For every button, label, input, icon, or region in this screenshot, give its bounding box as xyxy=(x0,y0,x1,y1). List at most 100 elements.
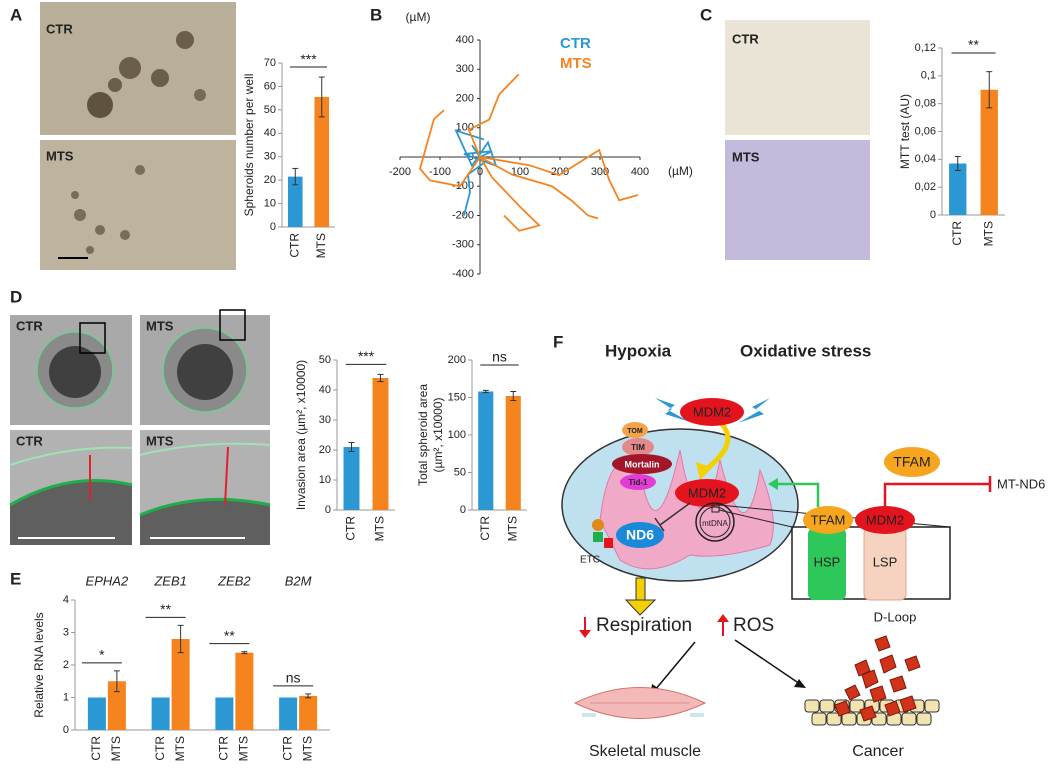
y-tick-label: 0 xyxy=(325,504,331,516)
panel-label: B xyxy=(370,5,382,24)
diagram-label: D-Loop xyxy=(874,609,917,624)
y-axis-label: MTT test (AU) xyxy=(898,94,912,169)
y-tick-label: 400 xyxy=(456,34,474,46)
bar xyxy=(980,89,998,215)
y-tick-label: 0,02 xyxy=(915,181,936,193)
y-tick-label: 40 xyxy=(264,127,276,139)
bar xyxy=(372,378,389,510)
diagram-label: MDM2 xyxy=(688,485,726,500)
legend-entry: MTS xyxy=(560,55,592,72)
significance: ** xyxy=(160,601,171,617)
significance: ** xyxy=(968,37,979,53)
diagram-label: Oxidative stress xyxy=(740,341,871,360)
y-tick-label: 50 xyxy=(319,354,331,366)
significance: *** xyxy=(358,348,375,364)
y-tick-label: 150 xyxy=(448,391,466,403)
x-tick-label: MTS xyxy=(373,516,387,541)
bar xyxy=(107,681,126,730)
panel-label: F xyxy=(553,332,563,351)
y-tick-label: 0,08 xyxy=(915,98,936,110)
x-tick-label: 200 xyxy=(551,166,569,178)
diagram-label: TOM xyxy=(627,428,643,435)
significance: *** xyxy=(300,51,317,67)
bar xyxy=(343,447,360,510)
photo-c xyxy=(725,20,870,260)
diagram-label: mtDNA xyxy=(702,519,728,528)
y-tick-label: 20 xyxy=(319,444,331,456)
diagram-label: ETC xyxy=(580,555,600,566)
x-tick-label: CTR xyxy=(478,516,492,541)
x-tick-label: MTS xyxy=(505,516,519,541)
significance: ** xyxy=(224,627,235,643)
y-tick-label: 40 xyxy=(319,384,331,396)
diagram-label: HSP xyxy=(814,554,841,569)
bar xyxy=(279,697,298,730)
y-tick-label: 20 xyxy=(264,174,276,186)
panel-label: E xyxy=(10,569,21,588)
y-tick-label: 0,04 xyxy=(915,153,936,165)
diagram-label: Tid-1 xyxy=(629,478,649,487)
photo-label: CTR xyxy=(46,21,73,36)
bar xyxy=(287,176,303,227)
photo-label: MTS xyxy=(732,149,760,164)
diagram-label: TFAM xyxy=(811,512,846,527)
track xyxy=(479,148,639,202)
panel-label: D xyxy=(10,287,22,306)
y-tick-label: 10 xyxy=(264,197,276,209)
series-label: CTR xyxy=(89,736,103,761)
diagram-label: Cancer xyxy=(852,743,904,760)
y-tick-label: 4 xyxy=(63,594,69,606)
bar xyxy=(478,391,494,510)
x-tick-label: CTR xyxy=(287,233,301,258)
y-tick-label: -300 xyxy=(452,239,474,251)
series-label: MTS xyxy=(300,736,314,761)
bar xyxy=(949,163,967,215)
diagram-label: MDM2 xyxy=(866,512,904,527)
photo-label: MTS xyxy=(146,433,174,448)
bar xyxy=(505,396,521,510)
x-tick-label: -200 xyxy=(389,166,411,178)
y-tick-label: 2 xyxy=(63,659,69,671)
series-label: MTS xyxy=(109,736,123,761)
y-axis-label: Relative RNA levels xyxy=(32,612,46,717)
panel-label: C xyxy=(700,5,712,24)
y-tick-label: 50 xyxy=(264,104,276,116)
bar xyxy=(314,96,330,227)
photo-label: CTR xyxy=(16,433,43,448)
track xyxy=(479,156,541,232)
x-tick-label: CTR xyxy=(950,221,964,246)
panel-label: A xyxy=(10,5,22,24)
photo-label: CTR xyxy=(16,318,43,333)
category-label: B2M xyxy=(285,573,312,588)
significance: ns xyxy=(492,349,507,365)
y-tick-label: -200 xyxy=(452,209,474,221)
photo-a xyxy=(40,2,236,270)
diagram-label: Hypoxia xyxy=(605,341,672,360)
y-tick-label: 0 xyxy=(63,724,69,736)
x-tick-label: CTR xyxy=(344,516,358,541)
y-tick-label: 10 xyxy=(319,474,331,486)
bar xyxy=(299,695,318,730)
bar xyxy=(235,652,254,730)
x-tick-label: 0 xyxy=(477,166,483,178)
track xyxy=(467,73,520,158)
diagram-label: LSP xyxy=(873,554,898,569)
photo-label: MTS xyxy=(46,148,74,163)
photo-label: MTS xyxy=(146,318,174,333)
category-label: EPHA2 xyxy=(86,573,129,588)
y-tick-label: 30 xyxy=(264,151,276,163)
y-tick-label: 0,12 xyxy=(915,42,936,54)
y-tick-label: 100 xyxy=(448,429,466,441)
bar xyxy=(87,697,106,730)
diagram-label: MT-ND6 xyxy=(997,476,1045,491)
bar xyxy=(151,697,170,730)
x-tick-label: 400 xyxy=(631,166,649,178)
photo-label: CTR xyxy=(732,31,759,46)
y-tick-label: 3 xyxy=(63,626,69,638)
diagram-label: TFAM xyxy=(893,454,930,470)
diagram-label: Respiration xyxy=(596,615,692,636)
y-tick-label: 200 xyxy=(456,92,474,104)
y-tick-label: 300 xyxy=(456,63,474,75)
x-tick-label: MTS xyxy=(314,233,328,258)
